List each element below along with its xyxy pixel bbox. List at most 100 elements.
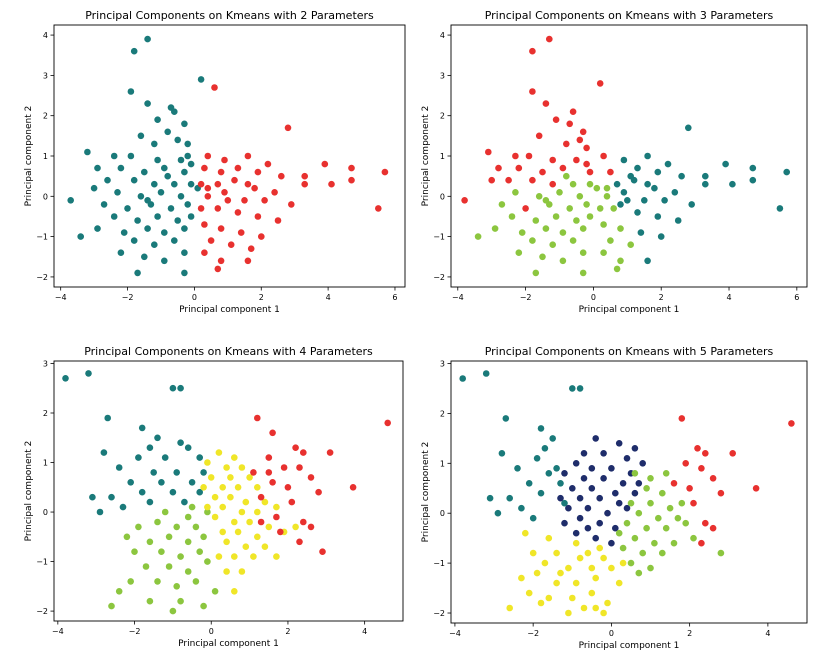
data-point (569, 485, 576, 492)
data-point (214, 205, 222, 212)
data-point (613, 180, 621, 188)
data-point (583, 160, 590, 168)
data-point (184, 568, 192, 575)
data-point (486, 494, 494, 502)
panel-4-series-4 (670, 415, 795, 547)
data-point (576, 136, 584, 144)
data-point (144, 100, 151, 107)
data-point (146, 498, 154, 506)
data-point (584, 504, 592, 512)
x-tick-label: 2 (285, 627, 290, 636)
data-point (104, 414, 111, 422)
data-point (627, 241, 634, 248)
data-point (532, 269, 540, 277)
data-point (542, 100, 550, 107)
data-point (123, 533, 131, 541)
panel-4-points (459, 370, 795, 617)
data-point (62, 375, 69, 382)
data-point (328, 180, 335, 188)
data-point (603, 184, 611, 192)
data-point (90, 184, 98, 192)
data-point (607, 237, 614, 244)
data-point (752, 485, 760, 492)
x-tick-label: 0 (609, 629, 614, 638)
data-point (244, 152, 252, 160)
data-point (253, 414, 261, 422)
data-point (261, 543, 269, 550)
data-point (234, 528, 242, 536)
data-point (277, 528, 284, 536)
data-point (130, 237, 138, 244)
data-point (556, 189, 563, 196)
data-point (529, 176, 536, 184)
data-point (559, 229, 567, 236)
x-tick-label: 0 (591, 293, 596, 302)
data-point (288, 498, 296, 506)
y-tick-label: −2 (36, 607, 48, 616)
panel-4-frame (450, 360, 808, 624)
data-point (231, 588, 238, 595)
data-point (647, 475, 654, 482)
data-point (169, 607, 177, 615)
data-point (563, 140, 570, 148)
data-point (300, 449, 307, 456)
data-point (219, 528, 226, 536)
data-point (518, 504, 525, 512)
data-point (641, 197, 648, 204)
panel-1-series-1 (67, 35, 205, 277)
data-point (137, 193, 145, 200)
data-point (211, 513, 219, 521)
data-point (130, 176, 138, 184)
y-tick-label: 1 (440, 152, 445, 161)
data-point (592, 604, 599, 612)
data-point (631, 489, 639, 497)
data-point (600, 249, 607, 256)
data-point (615, 440, 623, 447)
data-point (141, 168, 148, 176)
data-point (110, 213, 118, 220)
x-tick-label: 2 (659, 293, 664, 302)
x-tick-label: −4 (452, 293, 464, 302)
data-point (254, 168, 262, 176)
data-point (586, 213, 594, 220)
data-point (569, 237, 577, 244)
data-point (637, 229, 645, 236)
data-point (662, 524, 670, 532)
data-point (146, 597, 154, 605)
data-point (702, 450, 709, 457)
data-point (569, 594, 576, 602)
data-point (247, 245, 255, 252)
data-point (541, 445, 549, 452)
data-point (579, 128, 587, 136)
data-point (613, 265, 621, 273)
y-tick-label: −1 (433, 233, 445, 242)
data-point (77, 233, 84, 240)
data-point (549, 241, 556, 248)
data-point (549, 180, 556, 188)
panel-3-xlabel: Principal component 1 (178, 639, 279, 649)
data-point (151, 140, 158, 148)
panel-2-series-1 (461, 35, 614, 212)
data-point (729, 450, 736, 457)
data-point (204, 503, 211, 511)
data-point (783, 168, 790, 176)
data-point (565, 504, 572, 512)
data-point (214, 265, 222, 273)
y-tick-label: 4 (440, 31, 445, 40)
data-point (217, 225, 225, 232)
data-point (169, 488, 177, 496)
data-point (119, 503, 127, 511)
data-point (265, 469, 273, 476)
data-point (114, 189, 121, 196)
y-tick-label: −2 (36, 273, 48, 282)
data-point (94, 164, 101, 172)
data-point (580, 450, 588, 457)
data-point (566, 120, 573, 128)
data-point (242, 498, 250, 506)
data-point (717, 549, 725, 557)
data-point (115, 588, 123, 595)
panel-1-ylabel: Principal component 2 (24, 106, 34, 207)
data-point (514, 465, 521, 472)
data-point (187, 213, 195, 220)
data-point (557, 569, 564, 577)
